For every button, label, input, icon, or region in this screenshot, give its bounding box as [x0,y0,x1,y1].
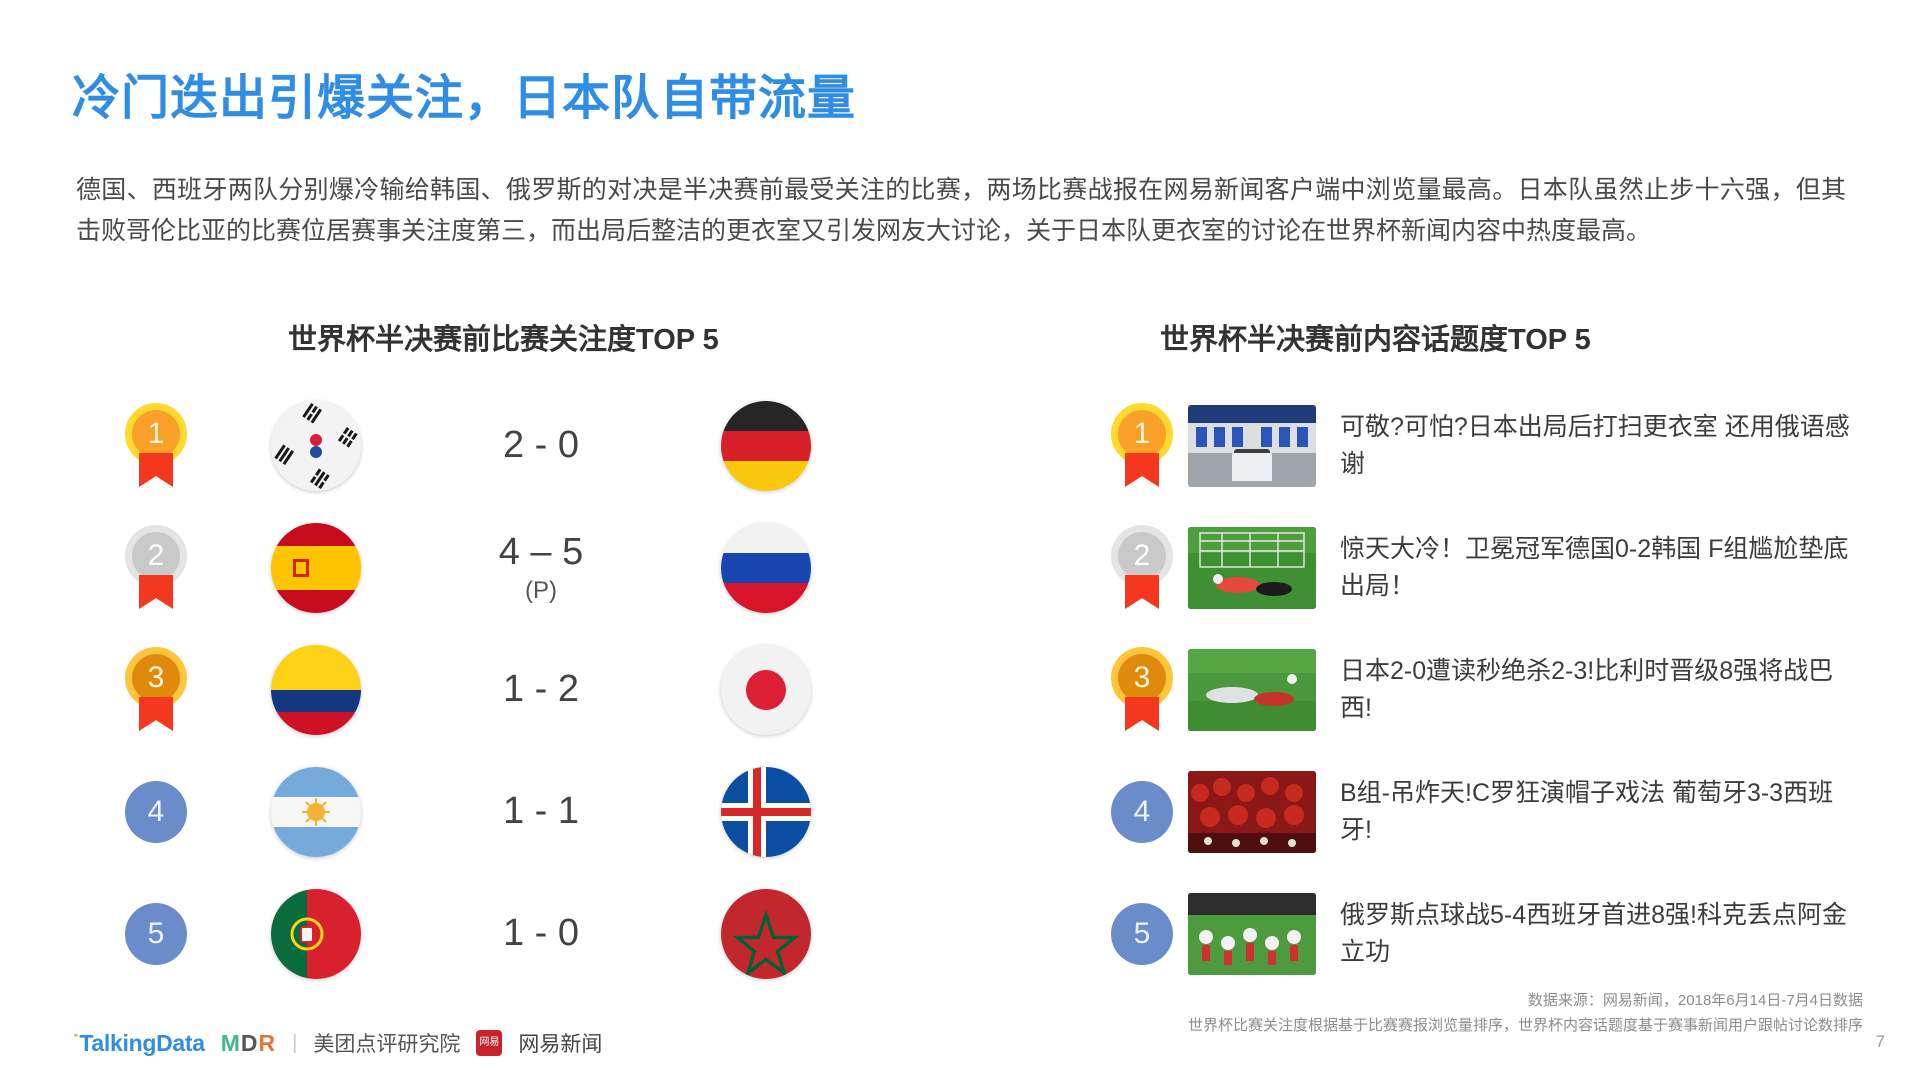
news-rank-cell: 2 [1096,525,1188,611]
news-rank-cell: 3 [1096,647,1188,733]
match-row: 2 4 – 5 (P) [96,507,976,629]
score-value: 1 - 1 [502,790,580,833]
source-note: 数据来源：网易新闻，2018年6月14日-7月4日数据 世界杯比赛关注度根据基于… [1188,988,1863,1038]
locker-room-photo[interactable] [1188,405,1316,487]
page-number: 7 [1875,1032,1885,1051]
match-row: 5 1 - 0 [96,873,976,995]
colombia-flag-icon [271,645,361,735]
home-flag-cell [216,767,416,857]
source-line-1: 数据来源：网易新闻，2018年6月14日-7月4日数据 [1527,992,1863,1009]
medal-ribbon-icon [1125,575,1159,609]
netease-mark-icon: 网易 [476,1030,503,1056]
japan-flag-icon [721,645,811,735]
rank-badge-3: 3 [125,647,187,733]
match-score: 4 – 5 (P) [416,531,666,604]
match-rank-cell: 1 [96,403,216,489]
home-flag-cell [216,401,416,491]
away-flag-cell [666,767,866,857]
away-flag-cell [666,645,866,735]
germany-flag-icon [721,401,811,491]
home-flag-cell [216,645,416,735]
news-list: 1 可敬?可怕?日本出局后打扫更衣室 还用俄语感谢 2 惊天大冷！卫冕冠军德国0… [1096,385,1886,995]
home-flag-cell [216,889,416,979]
news-headline[interactable]: 俄罗斯点球战5-4西班牙首进8强!科克丢点阿金立功 [1340,901,1847,966]
away-flag-cell [666,889,866,979]
news-headline[interactable]: 可敬?可怕?日本出局后打扫更衣室 还用俄语感谢 [1340,413,1850,478]
news-headline[interactable]: 日本2-0遭读秒绝杀2-3!比利时晋级8强将战巴西! [1340,657,1834,722]
score-value: 1 - 0 [502,912,580,955]
left-section-heading: 世界杯半决赛前比赛关注度TOP 5 [288,324,719,356]
intro-paragraph: 德国、西班牙两队分别爆冷输给韩国、俄罗斯的对决是半决赛前最受关注的比赛，两场比赛… [76,176,1846,245]
news-rank-cell: 1 [1096,403,1188,489]
match-score: 1 - 2 [416,668,666,712]
meituan-logo-text: 美团点评研究院 [313,1033,461,1056]
right-section-heading: 世界杯半决赛前内容话题度TOP 5 [1160,324,1591,356]
portugal-flag-icon [271,889,361,979]
medal-ring-icon: 1 [125,403,187,465]
rank-badge-2: 2 [1111,525,1173,611]
rank-badge-1: 1 [1111,403,1173,489]
match-score: 2 - 0 [416,424,666,468]
list-item[interactable]: 4 B组-吊炸天!C罗狂演帽子戏法 葡萄牙3-3西班牙! [1096,751,1886,873]
mdr-logo: MDR [220,1029,277,1056]
talkingdata-logo-text: TalkingData [79,1029,205,1056]
medal-ribbon-icon [139,697,173,731]
rank-badge-1: 1 [125,403,187,489]
source-line-2: 世界杯比赛关注度根据基于比赛赛报浏览量排序，世界杯内容话题度基于赛事新闻用户跟帖… [1187,1017,1863,1034]
talkingdata-logo: ˙TalkingData [72,1029,205,1056]
score-note: (P) [525,577,557,605]
celebration-photo[interactable] [1188,893,1316,975]
iceland-flag-icon [721,767,811,857]
home-flag-cell [216,523,416,613]
list-item[interactable]: 5 俄罗斯点球战5-4西班牙首进8强!科克丢点阿金立功 [1096,873,1886,995]
match-score: 1 - 1 [416,790,666,834]
news-rank-cell: 5 [1096,903,1188,965]
match-score: 1 - 0 [416,912,666,956]
goalmouth-save-photo[interactable] [1188,527,1316,609]
logo-bar: ˙TalkingData MDR | 美团点评研究院 网易 网易新闻 [72,1028,602,1058]
medal-ribbon-icon [139,575,173,609]
medal-ribbon-icon [1125,453,1159,487]
logo-divider: | [292,1031,298,1054]
match-rank-cell: 3 [96,647,216,733]
rank-badge-5: 5 [1111,903,1173,965]
list-item[interactable]: 1 可敬?可怕?日本出局后打扫更衣室 还用俄语感谢 [1096,385,1886,507]
pitch-players-photo[interactable] [1188,649,1316,731]
list-item[interactable]: 3 日本2-0遭读秒绝杀2-3!比利时晋级8强将战巴西! [1096,629,1886,751]
red-crowd-photo[interactable] [1188,771,1316,853]
spain-flag-icon [271,523,361,613]
medal-ribbon-icon [1125,697,1159,731]
match-rank-cell: 5 [96,903,216,965]
netease-logo-text: 网易新闻 [518,1033,603,1056]
argentina-flag-icon [271,767,361,857]
match-list: 1 2 - 0 2 [96,385,976,995]
score-value: 2 - 0 [502,424,580,467]
korea-flag-icon [271,401,361,491]
rank-badge-4: 4 [1111,781,1173,843]
match-row: 3 1 - 2 [96,629,976,751]
news-headline[interactable]: B组-吊炸天!C罗狂演帽子戏法 葡萄牙3-3西班牙! [1340,779,1834,844]
news-headline[interactable]: 惊天大冷！卫冕冠军德国0-2韩国 F组尴尬垫底出局！ [1340,535,1849,600]
match-rank-cell: 4 [96,781,216,843]
medal-ribbon-icon [139,453,173,487]
rank-badge-2: 2 [125,525,187,611]
russia-flag-icon [721,523,811,613]
score-value: 1 - 2 [502,668,580,711]
page-title: 冷门迭出引爆关注，日本队自带流量 [72,72,857,125]
news-rank-cell: 4 [1096,781,1188,843]
score-value: 4 – 5 [498,531,584,574]
rank-badge-4: 4 [125,781,187,843]
match-row: 4 1 - 1 [96,751,976,873]
match-row: 1 2 - 0 [96,385,976,507]
rank-badge-3: 3 [1111,647,1173,733]
match-rank-cell: 2 [96,525,216,611]
rank-badge-5: 5 [125,903,187,965]
list-item[interactable]: 2 惊天大冷！卫冕冠军德国0-2韩国 F组尴尬垫底出局！ [1096,507,1886,629]
away-flag-cell [666,523,866,613]
morocco-flag-icon [721,889,811,979]
away-flag-cell [666,401,866,491]
